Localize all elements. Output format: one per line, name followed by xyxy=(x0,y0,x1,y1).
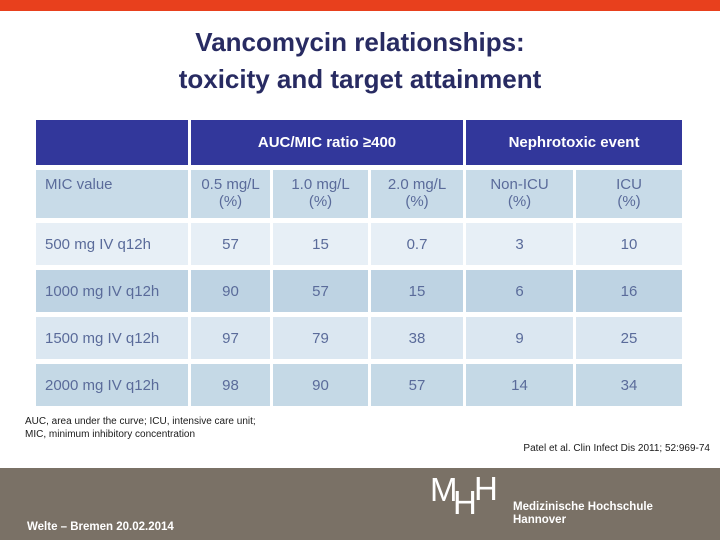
column-header-line1: ICU xyxy=(616,176,642,193)
mhh-logo-letter-h-large: H xyxy=(474,470,498,507)
group-header-auc-mic: AUC/MIC ratio ≥400 xyxy=(191,120,464,165)
corner-cell xyxy=(36,120,188,165)
table-row-1500mg: 1500 mg IV q12h 97 79 38 9 25 xyxy=(36,317,683,359)
column-header-line2: (%) xyxy=(405,193,429,210)
table-cell: 3 xyxy=(466,223,574,265)
column-header-line1: 0.5 mg/L xyxy=(201,176,260,193)
mhh-logo: M H H Medizinische Hochschule Hannover xyxy=(430,472,690,534)
table-cell: 79 xyxy=(273,317,368,359)
mhh-logo-letter-h-small: H xyxy=(453,484,477,521)
table-cell: 57 xyxy=(371,364,464,406)
vancomycin-table: AUC/MIC ratio ≥400 Nephrotoxic event MIC… xyxy=(33,115,685,411)
column-header-mic-value: MIC value xyxy=(36,170,188,218)
table-cell: 16 xyxy=(576,270,683,312)
table-cell: 90 xyxy=(191,270,270,312)
table-row-1000mg: 1000 mg IV q12h 90 57 15 6 16 xyxy=(36,270,683,312)
table-cell: 57 xyxy=(273,270,368,312)
table-cell: 9 xyxy=(466,317,574,359)
column-header-line2: (%) xyxy=(218,193,243,210)
slide-title: Vancomycin relationships: toxicity and t… xyxy=(0,24,720,98)
table-cell: 0.7 xyxy=(371,223,464,265)
citation: Patel et al. Clin Infect Dis 2011; 52:96… xyxy=(523,443,710,454)
table-row-500mg: 500 mg IV q12h 57 15 0.7 3 10 xyxy=(36,223,683,265)
table-cell: 6 xyxy=(466,270,574,312)
mhh-logo-org-line1: Medizinische Hochschule xyxy=(513,501,653,513)
column-header-line2: (%) xyxy=(308,193,333,210)
mhh-logo-org-line2: Hannover xyxy=(513,514,567,526)
footnote: AUC, area under the curve; ICU, intensiv… xyxy=(25,415,256,441)
column-header-line2: (%) xyxy=(617,193,641,210)
column-header-0-5: 0.5 mg/L (%) xyxy=(191,170,270,218)
mhh-logo-org-name: Medizinische Hochschule Hannover xyxy=(513,501,653,527)
table-cell: 38 xyxy=(371,317,464,359)
table-cell: 97 xyxy=(191,317,270,359)
row-label: 2000 mg IV q12h xyxy=(36,364,188,406)
table-column-header-row: MIC value 0.5 mg/L (%) 1.0 mg/L (%) 2.0 … xyxy=(36,170,683,218)
group-header-nephrotoxic: Nephrotoxic event xyxy=(466,120,683,165)
row-label: 500 mg IV q12h xyxy=(36,223,188,265)
table-cell: 34 xyxy=(576,364,683,406)
footnote-line-2: MIC, minimum inhibitory concentration xyxy=(25,429,196,440)
table-cell: 25 xyxy=(576,317,683,359)
column-header-line1: 2.0 mg/L xyxy=(387,176,447,193)
column-header-line1: 1.0 mg/L xyxy=(291,176,350,193)
column-header-1-0: 1.0 mg/L (%) xyxy=(273,170,368,218)
column-header-non-icu: Non-ICU (%) xyxy=(466,170,574,218)
column-header-icu: ICU (%) xyxy=(576,170,683,218)
column-header-line2: (%) xyxy=(507,193,532,210)
table-cell: 15 xyxy=(371,270,464,312)
table-row-2000mg: 2000 mg IV q12h 98 90 57 14 34 xyxy=(36,364,683,406)
table-group-header-row: AUC/MIC ratio ≥400 Nephrotoxic event xyxy=(36,120,683,165)
table-cell: 15 xyxy=(273,223,368,265)
table-cell: 57 xyxy=(191,223,270,265)
row-label: 1500 mg IV q12h xyxy=(36,317,188,359)
mhh-logo-letter-m: M xyxy=(430,471,458,508)
footer-bar: Welte – Bremen 20.02.2014 M H H Medizini… xyxy=(0,468,720,540)
table-cell: 90 xyxy=(273,364,368,406)
table-cell: 98 xyxy=(191,364,270,406)
table-cell: 14 xyxy=(466,364,574,406)
table-cell: 10 xyxy=(576,223,683,265)
column-header-line1: Non-ICU xyxy=(490,176,549,193)
footnote-line-1: AUC, area under the curve; ICU, intensiv… xyxy=(25,416,256,427)
row-label: 1000 mg IV q12h xyxy=(36,270,188,312)
column-header-2-0: 2.0 mg/L (%) xyxy=(371,170,464,218)
footer-author-date: Welte – Bremen 20.02.2014 xyxy=(27,521,174,533)
title-line-2: toxicity and target attainment xyxy=(178,64,542,94)
top-accent-bar xyxy=(0,0,720,11)
title-line-1: Vancomycin relationships: xyxy=(195,27,525,57)
